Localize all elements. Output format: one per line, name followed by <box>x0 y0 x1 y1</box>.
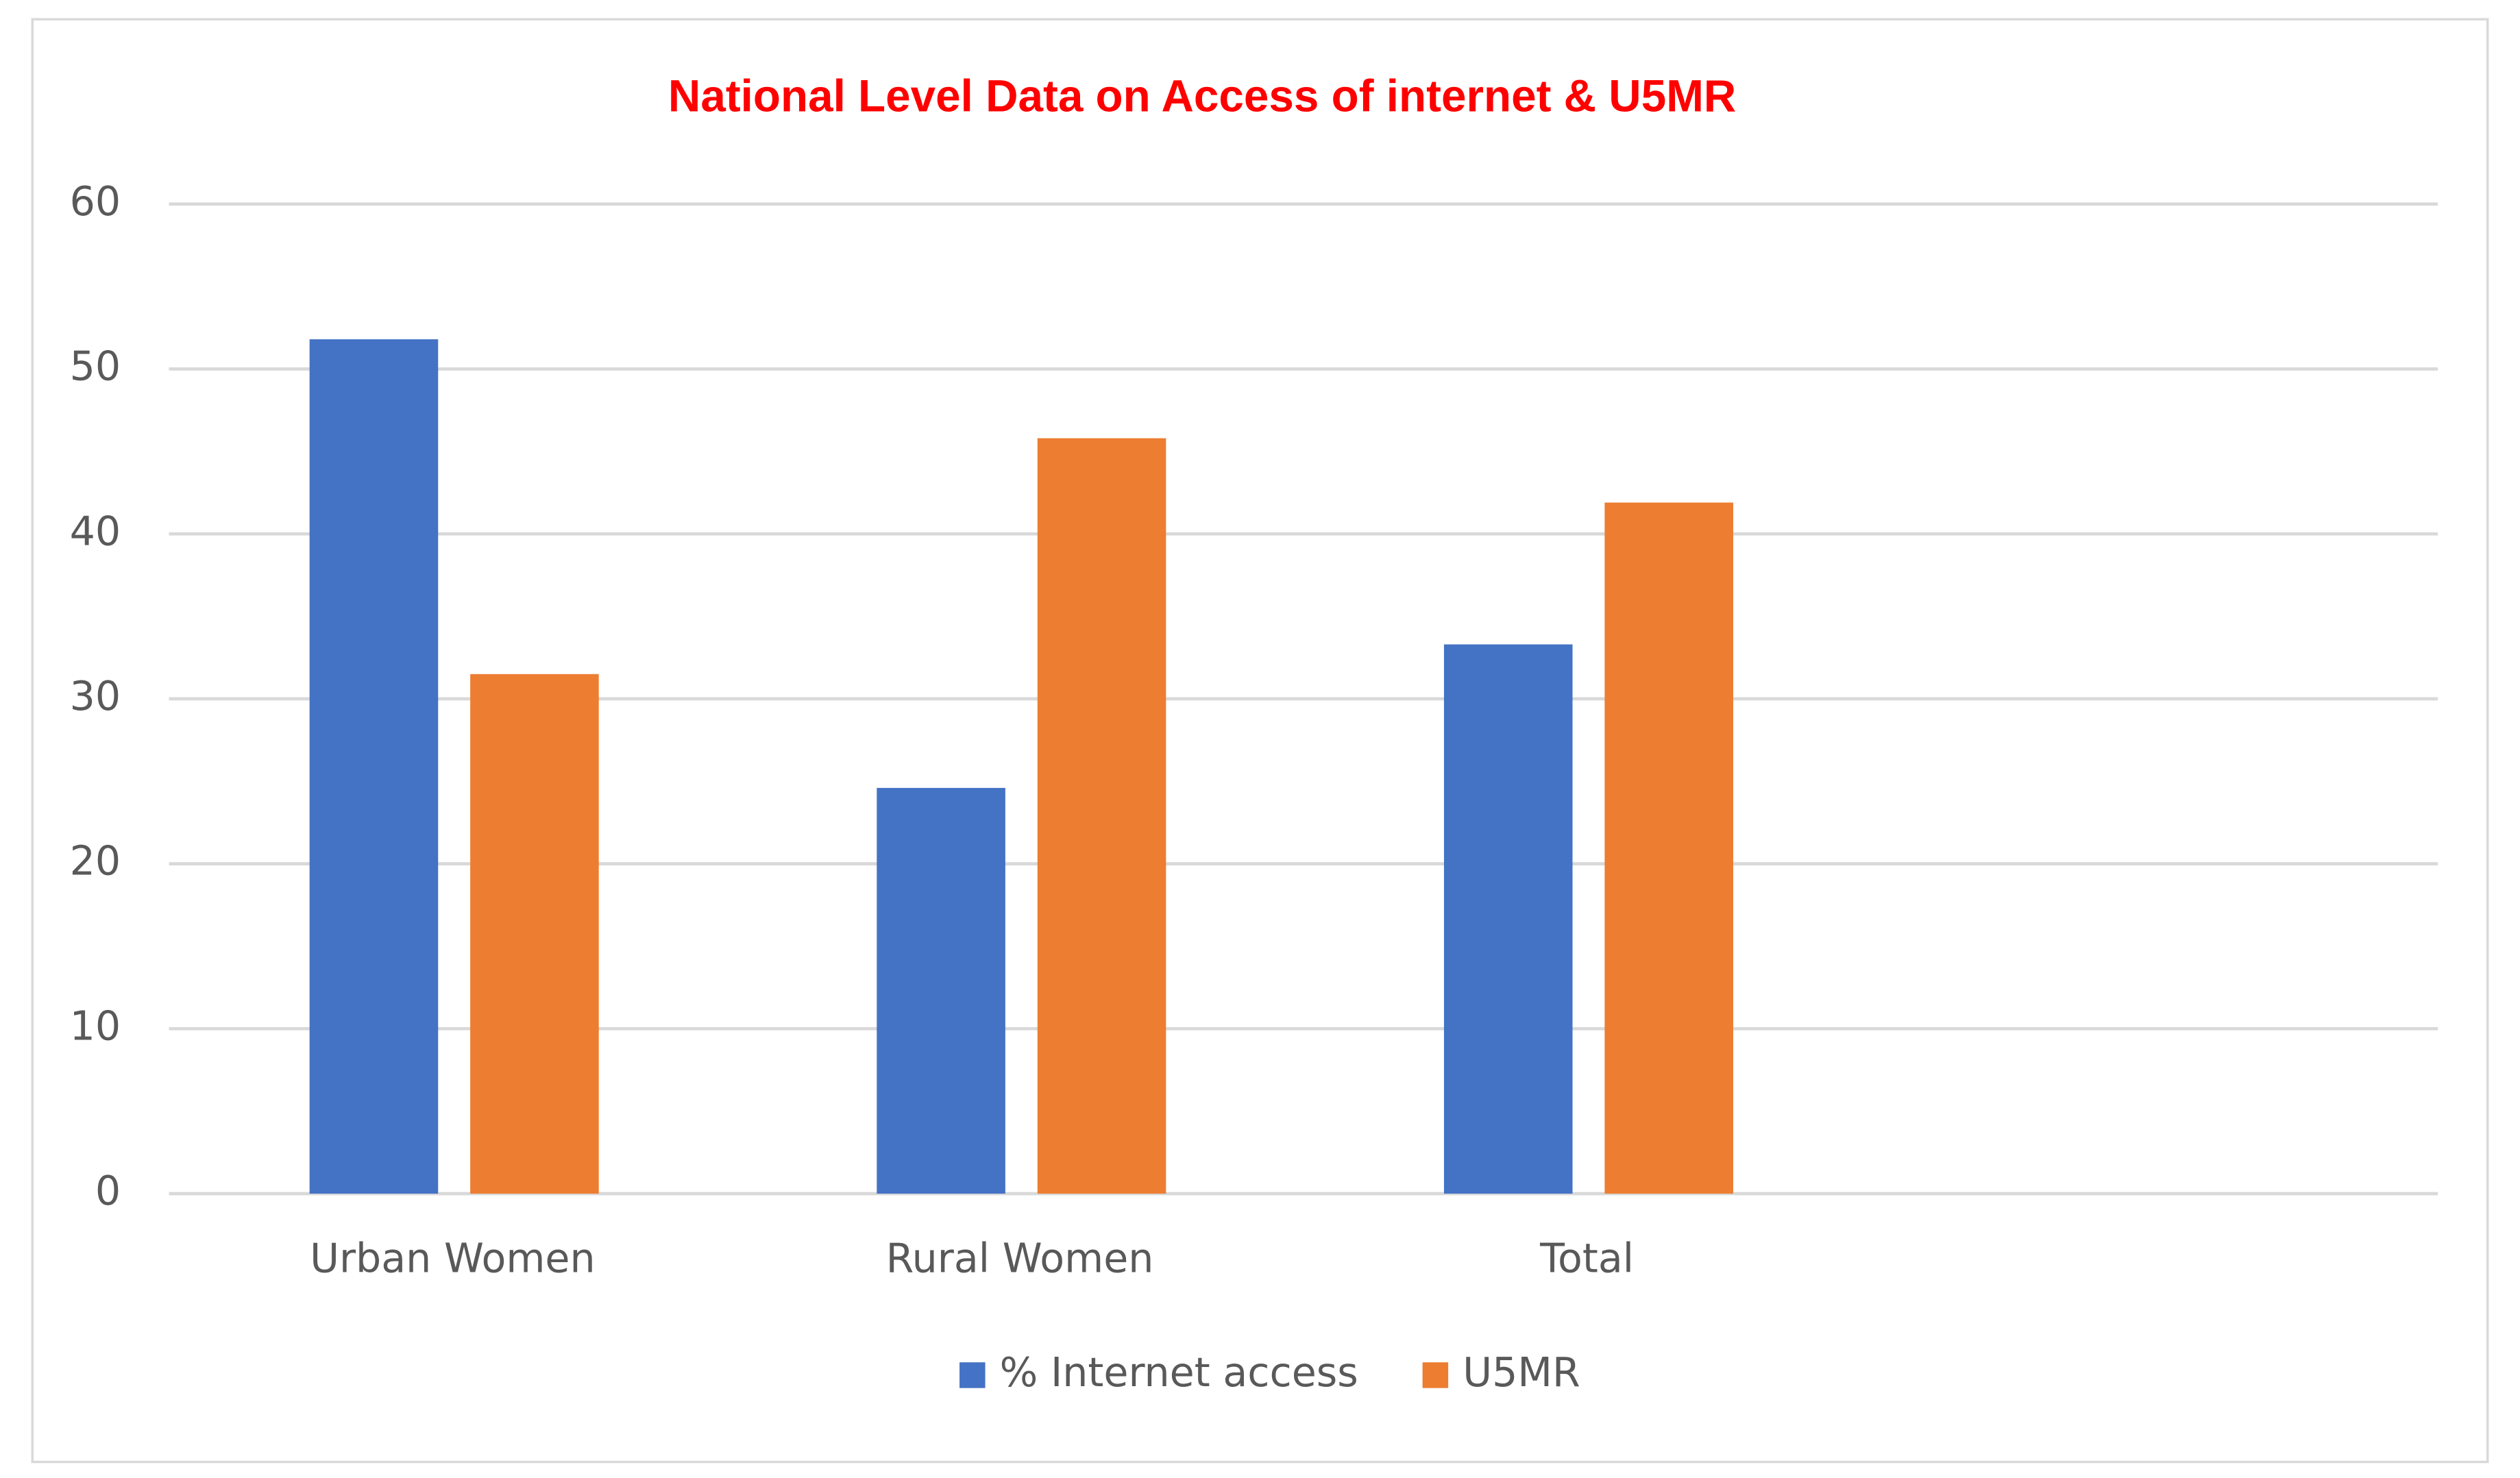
y-tick-label: 0 <box>95 1168 121 1214</box>
bar <box>470 674 599 1194</box>
bar <box>1604 502 1733 1194</box>
y-tick-label: 60 <box>70 178 121 225</box>
x-tick-label: Urban Women <box>310 1235 596 1282</box>
bar <box>309 339 439 1194</box>
y-tick-label: 10 <box>70 1002 121 1049</box>
legend-swatch <box>1422 1362 1449 1388</box>
chart-title: National Level Data on Access of interne… <box>668 71 1736 121</box>
chart-border <box>31 18 2489 1464</box>
y-tick-label: 50 <box>70 343 121 390</box>
bar <box>1037 438 1166 1194</box>
legend-swatch <box>959 1362 986 1388</box>
x-tick-label: Total <box>1539 1235 1634 1282</box>
y-tick-label: 30 <box>70 673 121 719</box>
legend-label: U5MR <box>1463 1349 1580 1396</box>
bar <box>877 787 1005 1194</box>
legend-label: % Internet access <box>1000 1349 1358 1396</box>
y-tick-label: 20 <box>70 838 121 885</box>
y-tick-label: 40 <box>70 508 121 554</box>
x-tick-label: Rural Women <box>886 1235 1154 1282</box>
bar <box>1443 644 1573 1194</box>
